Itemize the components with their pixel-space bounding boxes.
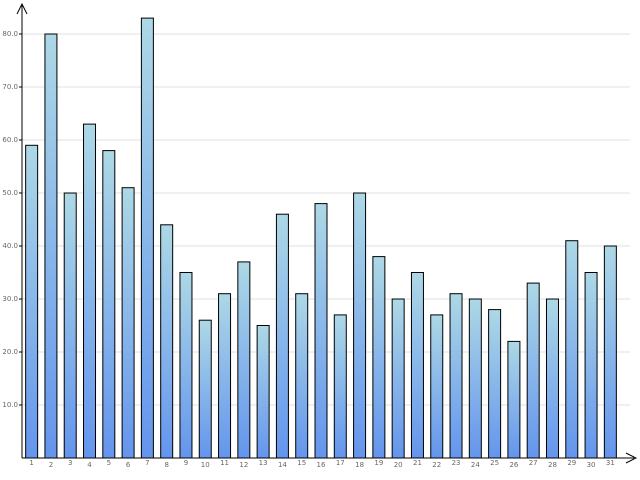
x-tick-label: 9 — [184, 459, 188, 467]
bar — [565, 240, 579, 459]
bar — [179, 272, 193, 459]
x-tick-label: 26 — [509, 461, 518, 469]
bar — [526, 282, 540, 459]
bar — [449, 293, 463, 459]
x-tick-label: 27 — [529, 459, 538, 467]
bar — [218, 293, 232, 459]
y-tick-label: 20.0 — [2, 348, 18, 356]
y-tick-label: 30.0 — [2, 295, 18, 303]
x-tick-label: 16 — [317, 461, 326, 469]
bar — [314, 203, 328, 459]
bar — [430, 314, 444, 459]
x-tick-label: 8 — [164, 461, 168, 469]
x-tick-label: 6 — [126, 461, 131, 469]
bar — [410, 272, 424, 459]
x-tick-label: 22 — [432, 461, 441, 469]
x-tick-label: 5 — [107, 459, 111, 467]
bar — [603, 245, 617, 459]
bar — [507, 340, 521, 459]
bar — [584, 272, 598, 459]
x-tick-label: 29 — [567, 459, 576, 467]
x-tick-label: 2 — [49, 461, 53, 469]
x-tick-label: 23 — [452, 459, 461, 467]
bar — [295, 293, 309, 459]
x-tick-label: 30 — [587, 461, 596, 469]
x-tick-label: 31 — [606, 459, 615, 467]
y-tick-label: 80.0 — [2, 30, 18, 38]
y-tick-label: 10.0 — [2, 401, 18, 409]
bar — [63, 192, 77, 459]
y-axis-arrow — [16, 2, 28, 15]
y-tick-label: 50.0 — [2, 189, 18, 197]
x-tick-label: 1 — [29, 459, 33, 467]
x-tick-label: 20 — [394, 461, 403, 469]
y-tick-label: 60.0 — [2, 136, 18, 144]
x-tick-label: 3 — [68, 459, 72, 467]
bar — [353, 192, 367, 459]
bar — [545, 298, 559, 459]
bar — [198, 319, 212, 459]
bar — [372, 256, 386, 459]
bar — [83, 123, 97, 459]
bar — [256, 325, 270, 459]
bar — [237, 261, 251, 459]
bar — [333, 314, 347, 459]
x-tick-label: 4 — [87, 461, 92, 469]
bar — [468, 298, 482, 459]
x-tick-label: 15 — [297, 459, 306, 467]
x-tick-label: 11 — [220, 459, 229, 467]
bar — [102, 150, 116, 459]
bar — [275, 213, 289, 459]
x-tick-label: 12 — [239, 461, 248, 469]
x-tick-label: 18 — [355, 461, 364, 469]
x-axis-arrow — [625, 452, 638, 464]
y-tick-label: 70.0 — [2, 83, 18, 91]
x-tick-label: 21 — [413, 459, 422, 467]
bar — [121, 187, 135, 459]
bar — [25, 144, 39, 459]
x-tick-label: 17 — [336, 459, 345, 467]
x-tick-label: 10 — [201, 461, 210, 469]
bar — [160, 224, 174, 459]
x-tick-label: 24 — [471, 461, 480, 469]
bar — [140, 17, 154, 459]
bar — [44, 33, 58, 459]
bar — [391, 298, 405, 459]
x-tick-label: 14 — [278, 461, 287, 469]
x-tick-label: 19 — [374, 459, 383, 467]
x-tick-label: 28 — [548, 461, 557, 469]
x-tick-label: 25 — [490, 459, 499, 467]
bar — [488, 309, 502, 459]
x-tick-label: 7 — [145, 459, 149, 467]
y-tick-label: 40.0 — [2, 242, 18, 250]
x-tick-label: 13 — [259, 459, 268, 467]
